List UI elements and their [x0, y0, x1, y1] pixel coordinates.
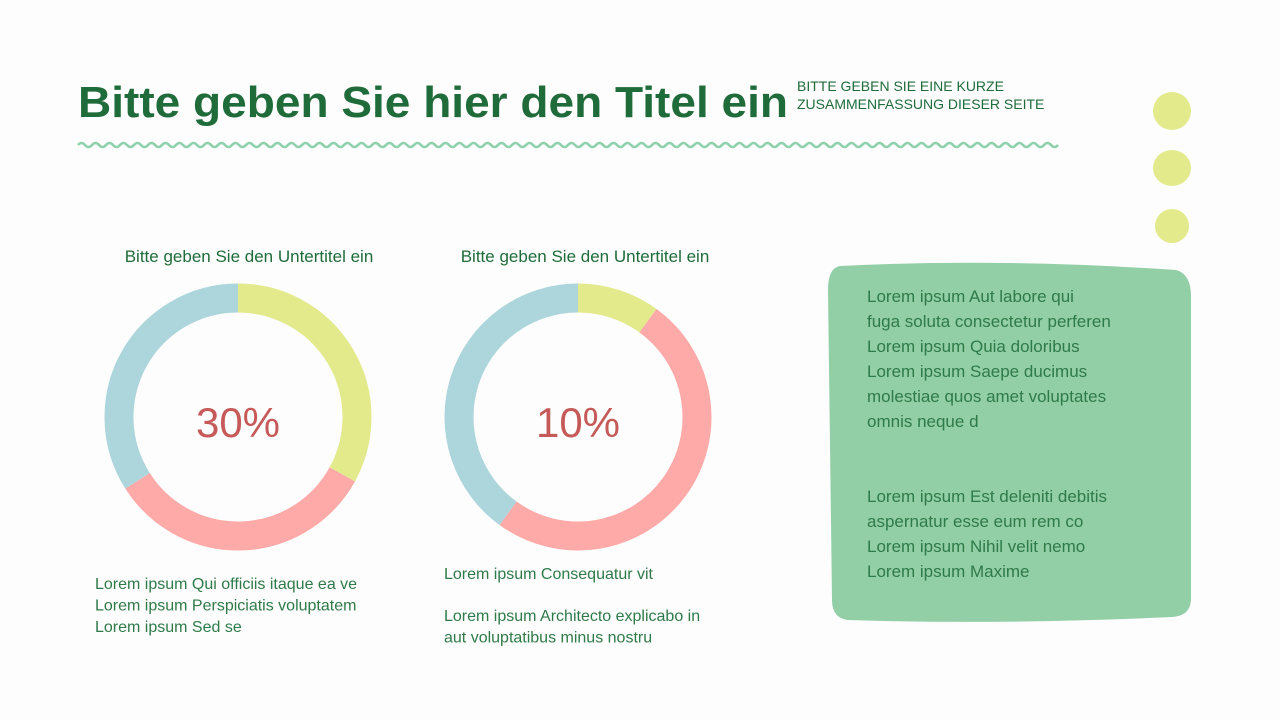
note-text: Lorem ipsum Architecto explicabo in — [444, 608, 700, 625]
donut-segment — [104, 283, 239, 489]
decor-dot — [1153, 92, 1191, 130]
summary-line: ZUSAMMENFASSUNG DIESER SEITE — [797, 96, 1044, 112]
summary-line: BITTE GEBEN SIE EINE KURZE — [797, 78, 1004, 94]
center-label: 10% — [536, 399, 620, 446]
box-line: Lorem ipsum Nihil velit nemo — [867, 537, 1085, 556]
donut-segment — [125, 467, 355, 551]
note-text: aut voluptatibus minus nostru — [444, 630, 652, 647]
note-text: Lorem ipsum Perspiciatis voluptatem — [95, 598, 356, 615]
donut-segment — [499, 309, 712, 551]
title: Bitte geben Sie hier den Titel ein — [78, 78, 788, 127]
box-line: aspernatur esse eum rem co — [867, 512, 1083, 531]
chart-subtitle: Bitte geben Sie den Untertitel ein — [125, 247, 374, 266]
decor-dot — [1153, 150, 1191, 186]
box-line: Lorem ipsum Est deleniti debitis — [867, 487, 1107, 506]
note-text: Lorem ipsum Qui officiis itaque ea ve — [95, 576, 357, 593]
text-box — [828, 262, 1192, 622]
donut-segment — [444, 283, 579, 525]
decor-dot — [1155, 209, 1189, 243]
chart-subtitle: Bitte geben Sie den Untertitel ein — [461, 247, 710, 266]
box-line: molestiae quos amet voluptates — [867, 387, 1106, 406]
center-label: 30% — [196, 399, 280, 446]
note-text: Lorem ipsum Consequatur vit — [444, 566, 654, 583]
donut-segment — [237, 283, 372, 482]
donut-segment — [577, 283, 657, 333]
box-line: fuga soluta consectetur perferen — [867, 312, 1111, 331]
note-text: Lorem ipsum Sed se — [95, 619, 242, 636]
charts: 30% Bitte geben Sie den Untertitel ein Lor… — [95, 247, 712, 647]
box-text: Lorem ipsum Aut labore qui fuga soluta co… — [867, 287, 1111, 581]
box-line: Lorem ipsum Saepe ducimus — [867, 362, 1087, 381]
box-line: Lorem ipsum Maxime — [867, 562, 1030, 581]
wavy-divider — [77, 141, 1059, 149]
box-line: omnis neque d — [867, 412, 979, 431]
box-line: Lorem ipsum Quia doloribus — [867, 337, 1080, 356]
box-line: Lorem ipsum Aut labore qui — [867, 287, 1074, 306]
